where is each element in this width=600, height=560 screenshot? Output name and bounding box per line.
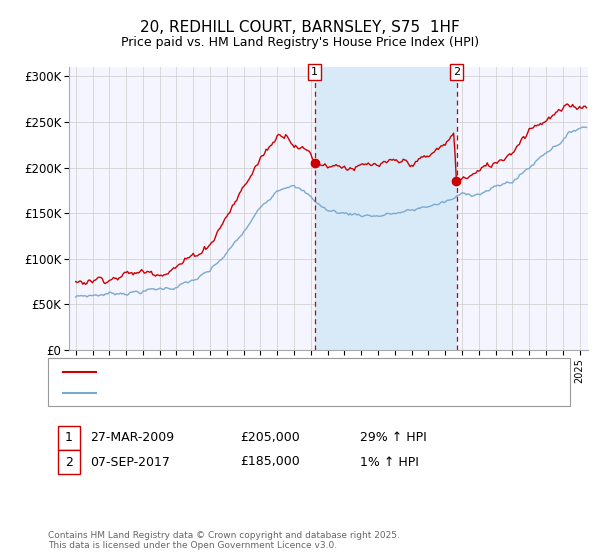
Text: Price paid vs. HM Land Registry's House Price Index (HPI): Price paid vs. HM Land Registry's House … xyxy=(121,36,479,49)
Text: 1: 1 xyxy=(311,67,318,77)
Text: 1: 1 xyxy=(65,431,73,445)
Text: £205,000: £205,000 xyxy=(240,431,300,445)
Bar xyxy=(315,67,457,350)
Text: 1% ↑ HPI: 1% ↑ HPI xyxy=(360,455,419,469)
Text: 29% ↑ HPI: 29% ↑ HPI xyxy=(360,431,427,445)
Text: HPI: Average price, detached house, Barnsley: HPI: Average price, detached house, Barn… xyxy=(102,388,357,398)
Text: £185,000: £185,000 xyxy=(240,455,300,469)
Text: 20, REDHILL COURT, BARNSLEY, S75 1HF (detached house): 20, REDHILL COURT, BARNSLEY, S75 1HF (de… xyxy=(102,367,433,377)
Text: 07-SEP-2017: 07-SEP-2017 xyxy=(90,455,170,469)
Text: 2: 2 xyxy=(453,67,460,77)
Text: Contains HM Land Registry data © Crown copyright and database right 2025.
This d: Contains HM Land Registry data © Crown c… xyxy=(48,530,400,550)
Text: 27-MAR-2009: 27-MAR-2009 xyxy=(90,431,174,445)
Text: 2: 2 xyxy=(65,455,73,469)
Text: 20, REDHILL COURT, BARNSLEY, S75  1HF: 20, REDHILL COURT, BARNSLEY, S75 1HF xyxy=(140,20,460,35)
